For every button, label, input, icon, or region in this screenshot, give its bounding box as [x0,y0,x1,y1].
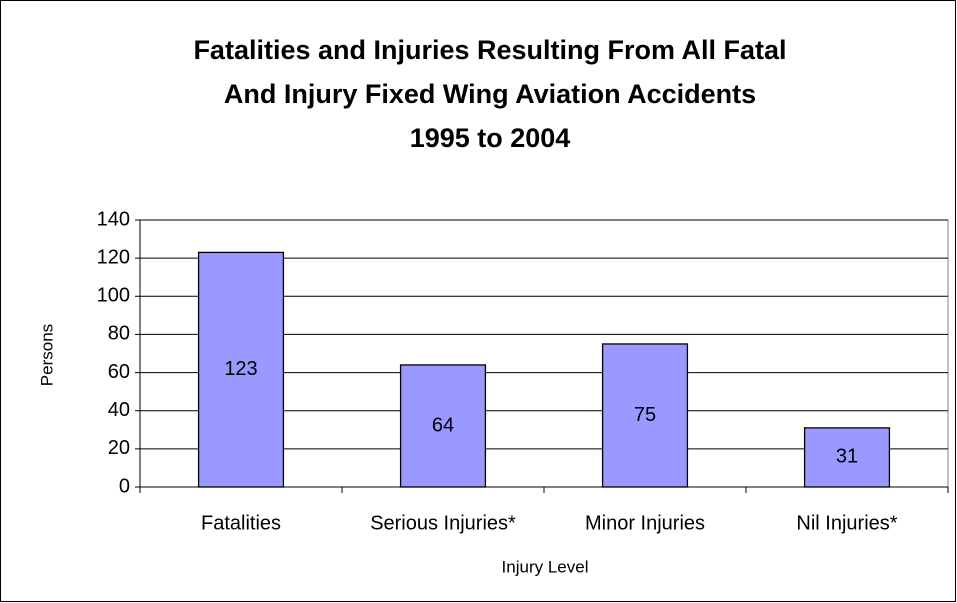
y-tick-label: 20 [108,437,130,459]
y-tick-label: 40 [108,399,130,421]
y-tick-label: 60 [108,361,130,383]
data-label: 31 [836,446,858,468]
chart-title: 1995 to 2004 [410,123,571,153]
x-tick-label: Fatalities [201,512,281,534]
data-label: 75 [634,404,656,426]
x-axis-label: Injury Level [502,557,589,576]
y-tick-label: 100 [97,285,130,307]
x-tick-label: Nil Injuries* [796,512,897,534]
x-tick-label: Minor Injuries [585,512,705,534]
bar [803,427,891,488]
chart-title: And Injury Fixed Wing Aviation Accidents [224,79,756,109]
data-label: 123 [224,358,257,380]
chart-title: Fatalities and Injuries Resulting From A… [193,35,786,65]
x-tick-label: Serious Injuries* [370,512,516,534]
bar [601,343,689,488]
bar [399,364,487,488]
y-tick-label: 120 [97,246,130,268]
bar [197,251,285,488]
y-tick-label: 80 [108,323,130,345]
y-tick-label: 0 [119,475,130,497]
y-axis-label: Persons [37,324,56,386]
data-label: 64 [432,414,454,436]
y-tick-label: 140 [97,208,130,230]
